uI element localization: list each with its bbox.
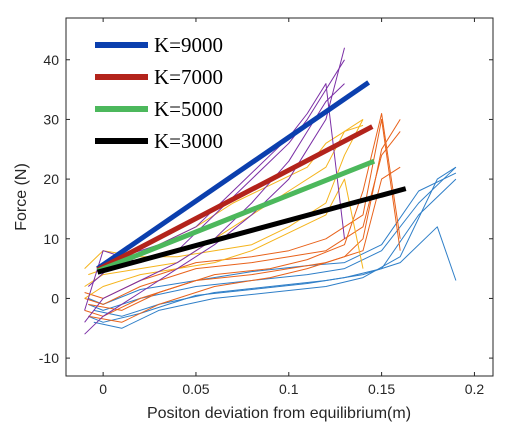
trial-curve-1 bbox=[88, 178, 457, 323]
x-axis-ticks: 0 0.05 0.1 0.15 0.2 bbox=[99, 18, 484, 397]
trial-curve-6 bbox=[84, 166, 401, 317]
trial-curve-4 bbox=[93, 226, 457, 317]
fit-line-k-3000 bbox=[96, 186, 407, 275]
trial-curve-5 bbox=[93, 166, 457, 329]
trial-curve-13 bbox=[84, 178, 364, 299]
plot-frame bbox=[65, 17, 494, 377]
x-axis-label: Positon deviation from equilibrium(m) bbox=[147, 405, 411, 422]
fit-line-k-9000 bbox=[96, 80, 371, 271]
legend-label: K=5000 bbox=[154, 97, 223, 121]
legend-label: K=3000 bbox=[154, 129, 223, 153]
legend-label: K=9000 bbox=[154, 33, 223, 57]
y-tick-label: 0 bbox=[51, 290, 59, 306]
y-tick-label: 40 bbox=[43, 52, 59, 68]
y-tick-label: 20 bbox=[43, 171, 59, 187]
trial-curve-10 bbox=[88, 113, 401, 311]
y-axis-label: Force (N) bbox=[13, 163, 30, 231]
legend: K=9000 K=7000 K=5000 K=3000 bbox=[95, 33, 223, 153]
trial-curve-17 bbox=[84, 47, 345, 335]
trial-curve-12 bbox=[84, 124, 364, 287]
fit-line-k-5000 bbox=[96, 158, 376, 274]
legend-label: K=7000 bbox=[154, 65, 223, 89]
y-tick-label: -10 bbox=[39, 350, 59, 366]
trial-curve-7 bbox=[84, 131, 401, 305]
x-tick-label: 0 bbox=[99, 381, 107, 397]
trial-curve-3 bbox=[88, 172, 457, 305]
x-tick-label: 0.1 bbox=[279, 381, 299, 397]
trial-curve-9 bbox=[88, 119, 401, 323]
y-axis-ticks: -10 0 10 20 30 40 bbox=[39, 52, 493, 366]
x-tick-label: 0.2 bbox=[465, 381, 485, 397]
y-tick-label: 30 bbox=[43, 111, 59, 127]
stiffness-fit-lines bbox=[96, 80, 407, 275]
fit-line-k-7000 bbox=[96, 124, 374, 273]
x-tick-label: 0.15 bbox=[368, 381, 395, 397]
y-tick-label: 10 bbox=[43, 231, 59, 247]
x-tick-label: 0.05 bbox=[182, 381, 209, 397]
trial-curve-18 bbox=[87, 83, 345, 287]
